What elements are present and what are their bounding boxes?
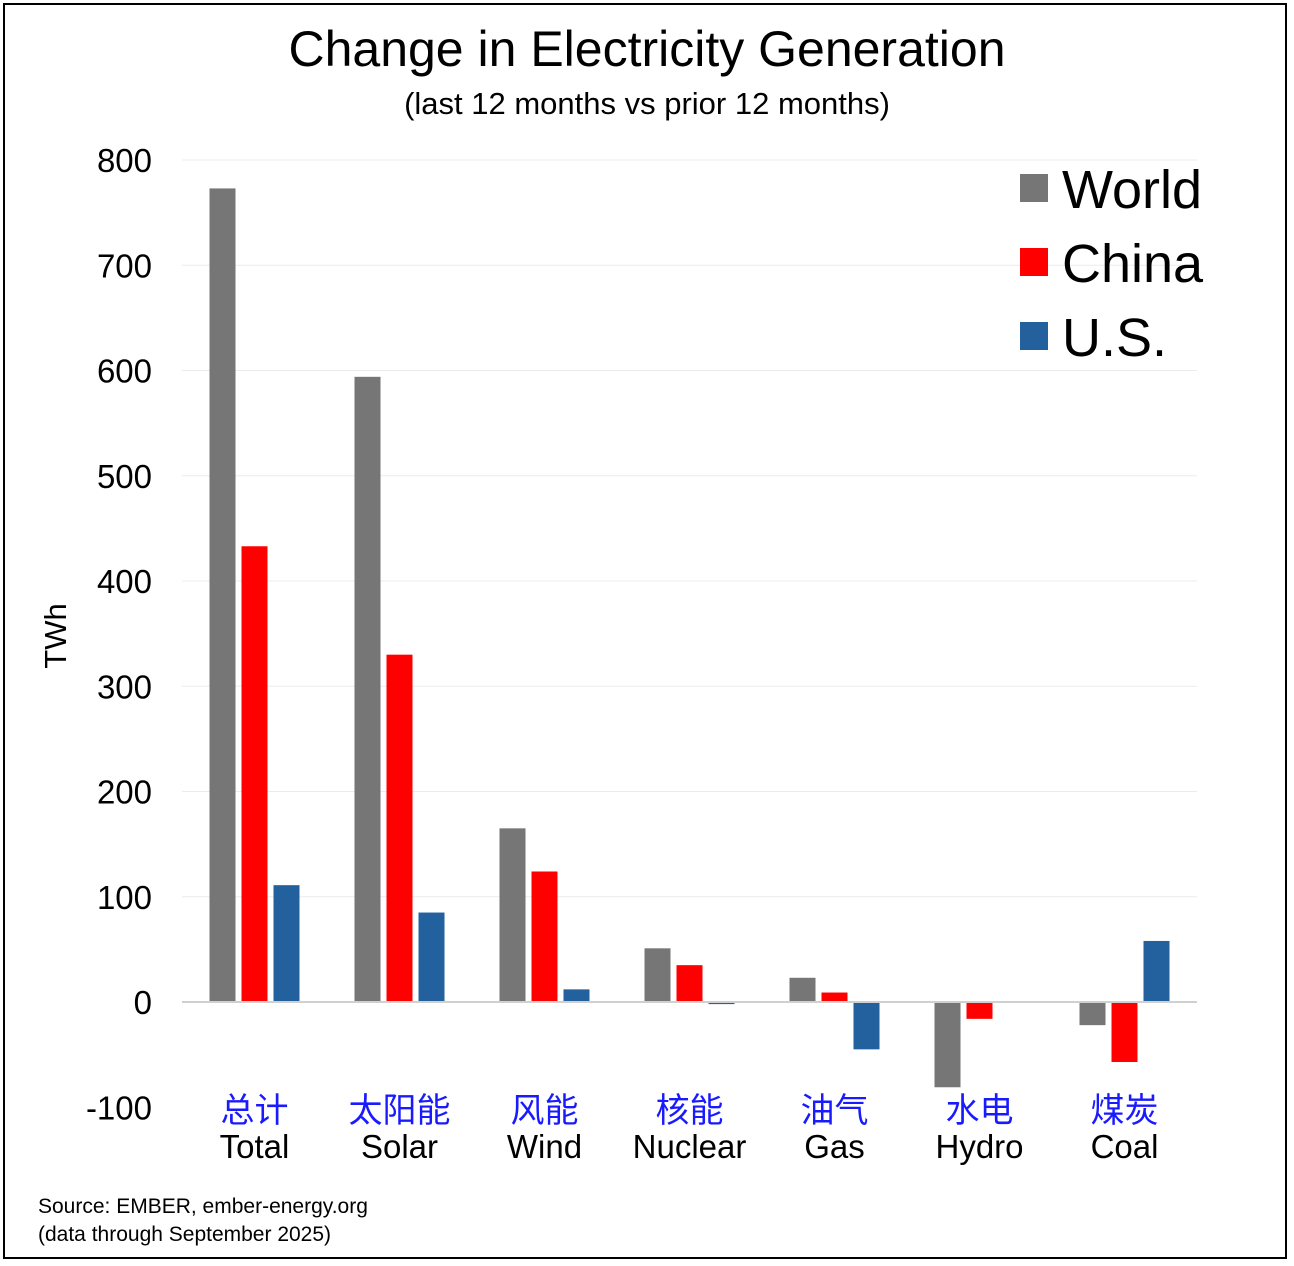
bar-us-wind (563, 989, 590, 1002)
legend-label: China (1062, 234, 1204, 294)
bar-china-gas (821, 992, 848, 1002)
source-line-2: (data through September 2025) (38, 1223, 332, 1246)
y-tick-label: -100 (86, 1089, 152, 1126)
legend-swatch-world (1020, 174, 1048, 202)
bar-us-coal (1143, 940, 1170, 1002)
x-tick-label-zh: 核能 (656, 1091, 724, 1131)
source-line-1: Source: EMBER, ember-energy.org (38, 1195, 368, 1218)
bar-china-coal (1111, 1002, 1138, 1062)
legend-swatch-china (1020, 248, 1048, 276)
legend-label: World (1062, 160, 1202, 220)
x-tick-label: Gas (804, 1128, 865, 1165)
y-tick-label: 0 (134, 984, 152, 1021)
bar-world-hydro (934, 1002, 961, 1088)
y-tick-label: 300 (97, 668, 152, 705)
y-tick-label: 800 (97, 142, 152, 179)
bar-world-wind (499, 828, 526, 1002)
bar-world-gas (789, 977, 816, 1002)
y-axis-label: TWh (38, 603, 73, 668)
bar-world-total (209, 188, 236, 1003)
x-tick-label-zh: 风能 (511, 1091, 579, 1131)
y-tick-label: 600 (97, 353, 152, 390)
source-note: Source: EMBER, ember-energy.org (data th… (38, 1193, 368, 1249)
x-tick-label: Nuclear (633, 1128, 747, 1165)
y-tick-label: 700 (97, 247, 152, 284)
x-tick-label-zh: 煤炭 (1091, 1091, 1159, 1131)
y-tick-label: 400 (97, 563, 152, 600)
bar-china-total (241, 546, 268, 1002)
chart-frame (3, 3, 1287, 1259)
x-tick-label: Wind (507, 1128, 582, 1165)
bar-china-nuclear (676, 965, 703, 1002)
x-tick-label-zh: 太阳能 (349, 1091, 451, 1131)
bar-us-gas (853, 1002, 880, 1050)
bar-us-solar (418, 912, 445, 1002)
bar-world-coal (1079, 1002, 1106, 1026)
bar-world-solar (354, 376, 381, 1002)
y-tick-label: 500 (97, 458, 152, 495)
legend-swatch-us (1020, 322, 1048, 350)
bar-china-hydro (966, 1002, 993, 1019)
y-tick-label: 200 (97, 774, 152, 811)
bar-china-wind (531, 871, 558, 1002)
x-tick-label: Solar (361, 1128, 438, 1165)
chart-subtitle: (last 12 months vs prior 12 months) (404, 86, 890, 121)
legend-label: U.S. (1062, 308, 1167, 368)
x-tick-label: Hydro (935, 1128, 1023, 1165)
bar-china-solar (386, 654, 413, 1002)
bar-us-nuclear (708, 1002, 735, 1005)
bar-world-nuclear (644, 948, 671, 1002)
bar-us-total (273, 885, 300, 1002)
x-tick-label-zh: 水电 (946, 1091, 1014, 1131)
x-tick-label-zh: 油气 (801, 1091, 869, 1131)
chart-title: Change in Electricity Generation (288, 21, 1006, 77)
y-tick-label: 100 (97, 879, 152, 916)
x-tick-label: Coal (1091, 1128, 1159, 1165)
x-tick-label: Total (220, 1128, 290, 1165)
x-tick-label-zh: 总计 (221, 1091, 289, 1131)
